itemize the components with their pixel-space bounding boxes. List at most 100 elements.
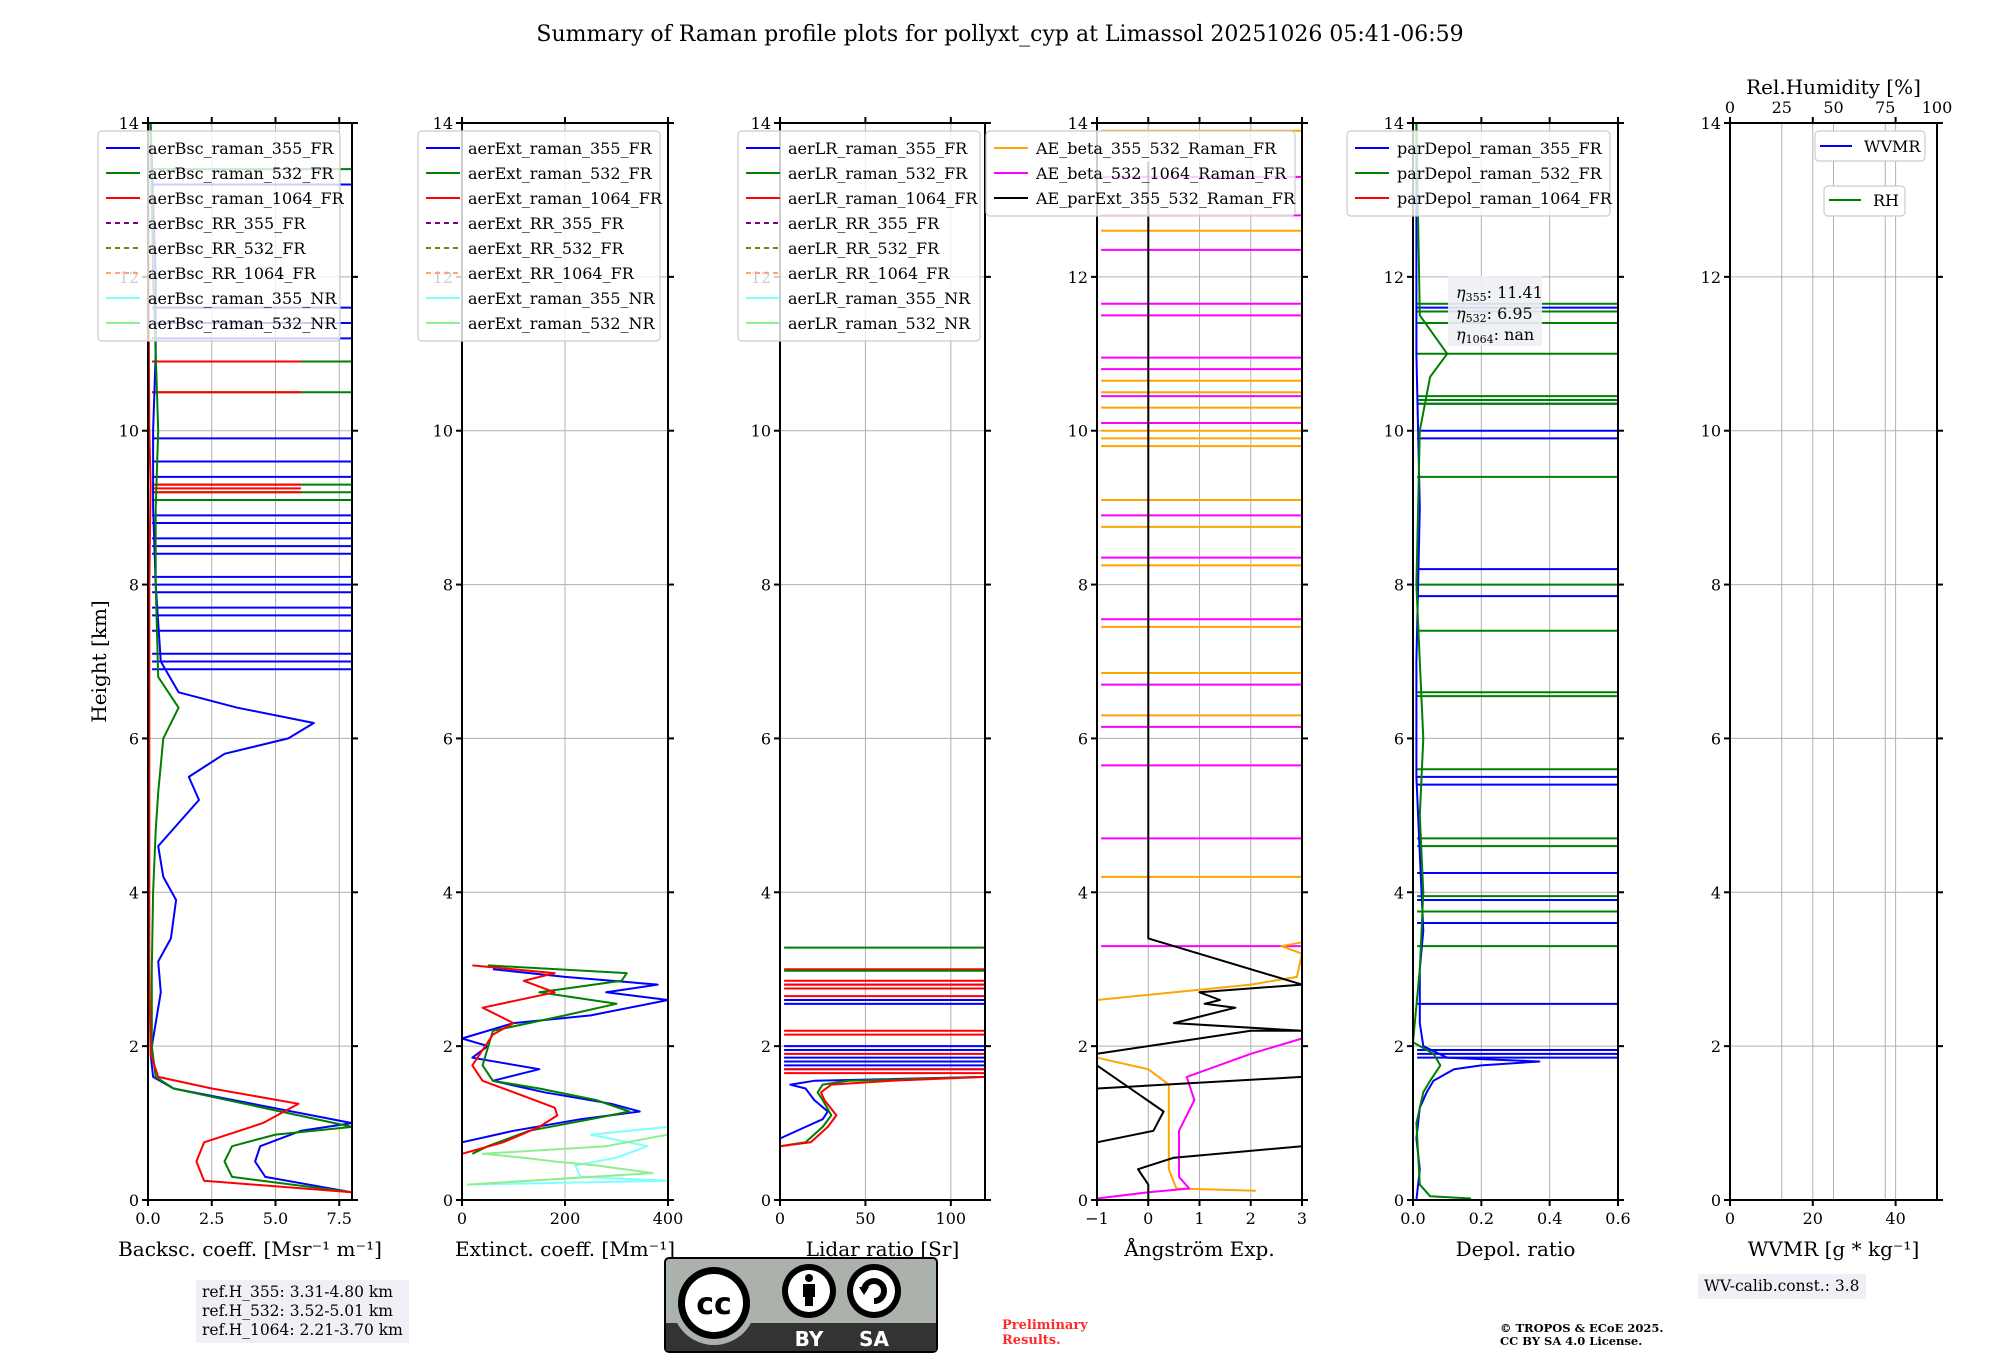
- series-line-parDepol_raman_532_FR: [1412, 122, 1472, 1200]
- legend-label: aerBsc_raman_355_FR: [148, 139, 334, 158]
- legend-label: aerBsc_RR_355_FR: [148, 214, 306, 233]
- eta-532-label: η532: 6.95: [1456, 304, 1533, 325]
- svg-text:cc: cc: [696, 1287, 732, 1322]
- legend-label: aerExt_RR_355_FR: [468, 214, 625, 233]
- reference-height-box: ref.H_355: 3.31-4.80 km ref.H_532: 3.52-…: [196, 1280, 409, 1343]
- y-tick-label: 10: [1068, 422, 1088, 441]
- x2-tick-label: 100: [1922, 98, 1953, 117]
- legend-label: AE_beta_355_532_Raman_FR: [1035, 139, 1277, 158]
- x-tick-label: 0: [1725, 1209, 1735, 1228]
- legend-label: aerExt_raman_355_NR: [468, 289, 656, 308]
- x2-axis-label: Rel.Humidity [%]: [1746, 75, 1921, 99]
- y-tick-label: 14: [751, 114, 771, 133]
- legend-label: parDepol_raman_532_FR: [1397, 164, 1603, 183]
- x-tick-label: 0.0: [1400, 1209, 1425, 1228]
- series-line-aerExt_raman_532_FR: [471, 964, 631, 1155]
- legend-label: aerExt_RR_532_FR: [468, 239, 625, 258]
- legend: WVMR RH: [1814, 130, 1926, 217]
- legend-label: aerLR_raman_532_FR: [788, 164, 968, 183]
- legend-label: aerExt_raman_355_FR: [468, 139, 653, 158]
- eta-355-label: η355: 11.41: [1456, 283, 1543, 304]
- x2-tick-label: 50: [1823, 98, 1843, 117]
- ref-height-1064: ref.H_1064: 2.21-3.70 km: [202, 1321, 403, 1339]
- y-tick-label: 10: [1384, 422, 1404, 441]
- y-tick-label: 2: [761, 1037, 771, 1056]
- y-tick-label: 6: [1711, 729, 1721, 748]
- x-tick-label: 0.2: [1469, 1209, 1494, 1228]
- panel-depolarization: 0 2 4 6 8 10 12 14 0.0 0.2 0.4 0.6 Depol. ratio parDe…: [1346, 114, 1631, 1261]
- legend: aerLR_raman_355_FR aerLR_raman_532_FR aerL…: [737, 130, 981, 342]
- preliminary-results-note: Preliminary Results.: [1002, 1318, 1088, 1348]
- legend-frame-rh: [1823, 185, 1906, 217]
- x-tick-label: −1: [1085, 1209, 1109, 1228]
- legend-label: aerLR_RR_355_FR: [788, 214, 940, 233]
- axes-frame: [1412, 122, 1619, 1201]
- cc-by-sa-license-badge: cc BY SA: [664, 1257, 938, 1353]
- y-tick-label: 6: [1394, 729, 1404, 748]
- y-tick-label: 12: [1701, 268, 1721, 287]
- legend-label: aerExt_raman_532_FR: [468, 164, 653, 183]
- legend-label: aerLR_raman_532_NR: [788, 314, 971, 333]
- x-axis-label: WVMR [g * kg⁻¹]: [1748, 1237, 1920, 1261]
- legend-frame: [985, 130, 1296, 217]
- legend-frame: [1346, 130, 1611, 217]
- legend: aerExt_raman_355_FR aerExt_raman_532_FRae…: [417, 130, 663, 342]
- y-tick-label: 2: [1078, 1037, 1088, 1056]
- y-tick-label: 4: [761, 883, 771, 902]
- attribution-icon: [782, 1264, 836, 1318]
- x-tick-label: 0.6: [1605, 1209, 1630, 1228]
- y-tick-label: 14: [1701, 114, 1721, 133]
- legend-label: aerExt_raman_532_NR: [468, 314, 656, 333]
- axes-frame: [779, 122, 986, 1201]
- eta-1064-label: η1064: nan: [1456, 325, 1534, 346]
- legend-label: aerBsc_raman_532_FR: [148, 164, 334, 183]
- ref-height-532: ref.H_532: 3.52-5.01 km: [202, 1302, 393, 1320]
- legend-label: AE_parExt_355_532_Raman_FR: [1035, 189, 1296, 208]
- license-by-label: BY: [795, 1327, 824, 1351]
- y-tick-label: 2: [129, 1037, 139, 1056]
- series-line-aerBsc_raman_532_FR: [149, 122, 353, 1194]
- ref-height-355: ref.H_355: 3.31-4.80 km: [202, 1283, 393, 1301]
- series-line-aerBsc_raman_1064_FR: [147, 122, 353, 1194]
- x-axis-label: Extinct. coeff. [Mm⁻¹]: [455, 1237, 675, 1261]
- series-line-aerExt_raman_355_FR: [461, 968, 669, 1144]
- wv-calibration-box: WV-calib.const.: 3.8: [1698, 1274, 1866, 1299]
- x-tick-label: 0.0: [135, 1209, 160, 1228]
- y-tick-label: 12: [1068, 268, 1088, 287]
- legend-label: AE_beta_532_1064_Raman_FR: [1035, 164, 1287, 183]
- y-tick-label: 4: [1394, 883, 1404, 902]
- legend-label: parDepol_raman_355_FR: [1397, 139, 1603, 158]
- copyright-note: © TROPOS & ECoE 2025. CC BY SA 4.0 Licen…: [1500, 1322, 1663, 1348]
- legend-label: aerLR_raman_355_NR: [788, 289, 971, 308]
- y-tick-label: 14: [119, 114, 139, 133]
- x-tick-label: 100: [936, 1209, 967, 1228]
- y-tick-label: 10: [119, 422, 139, 441]
- legend: aerBsc_raman_355_FR aerBsc_raman_532_FRae…: [97, 130, 345, 342]
- legend-frame: [417, 130, 661, 342]
- legend-label: aerLR_raman_355_FR: [788, 139, 968, 158]
- y-tick-label: 8: [1711, 576, 1721, 595]
- x-tick-label: 20: [1803, 1209, 1823, 1228]
- share-alike-icon: [847, 1264, 901, 1318]
- y-tick-label: 6: [129, 729, 139, 748]
- y-tick-label: 0: [1394, 1191, 1404, 1210]
- y-tick-label: 0: [761, 1191, 771, 1210]
- license-sa-label: SA: [859, 1327, 889, 1351]
- y-tick-label: 14: [1068, 114, 1088, 133]
- series-line-aerLR_raman_1064_FR: [779, 1075, 986, 1148]
- preliminary-line-1: Preliminary: [1002, 1318, 1088, 1333]
- x-tick-label: 200: [550, 1209, 581, 1228]
- series-line-AE_beta_532_1064_Raman_FR: [1096, 1037, 1303, 1200]
- y-tick-label: 0: [1711, 1191, 1721, 1210]
- legend: parDepol_raman_355_FR parDepol_raman_532_…: [1346, 130, 1613, 217]
- y-tick-label: 8: [1078, 576, 1088, 595]
- y-tick-label: 2: [1394, 1037, 1404, 1056]
- x-tick-label: 2.5: [199, 1209, 224, 1228]
- y-tick-label: 12: [1384, 268, 1404, 287]
- legend-label: parDepol_raman_1064_FR: [1397, 189, 1613, 208]
- legend-label: aerLR_RR_1064_FR: [788, 264, 950, 283]
